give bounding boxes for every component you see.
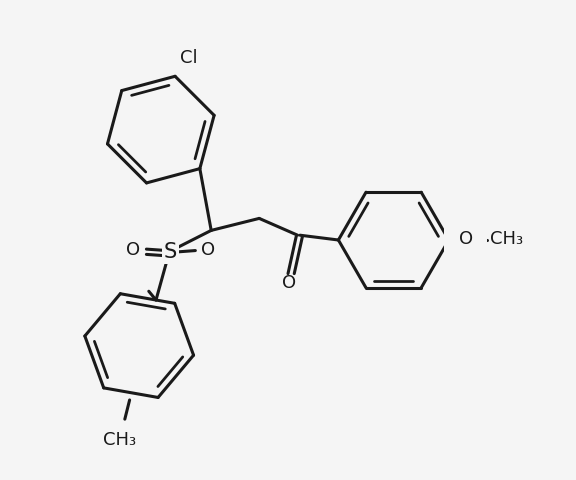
Text: CH₃: CH₃ (490, 230, 523, 248)
Text: Cl: Cl (180, 48, 198, 67)
Text: O: O (201, 240, 215, 259)
Text: O: O (282, 274, 297, 292)
Text: CH₃: CH₃ (104, 431, 137, 449)
Text: O: O (458, 230, 473, 248)
Text: O: O (126, 240, 140, 259)
Text: S: S (164, 241, 177, 262)
